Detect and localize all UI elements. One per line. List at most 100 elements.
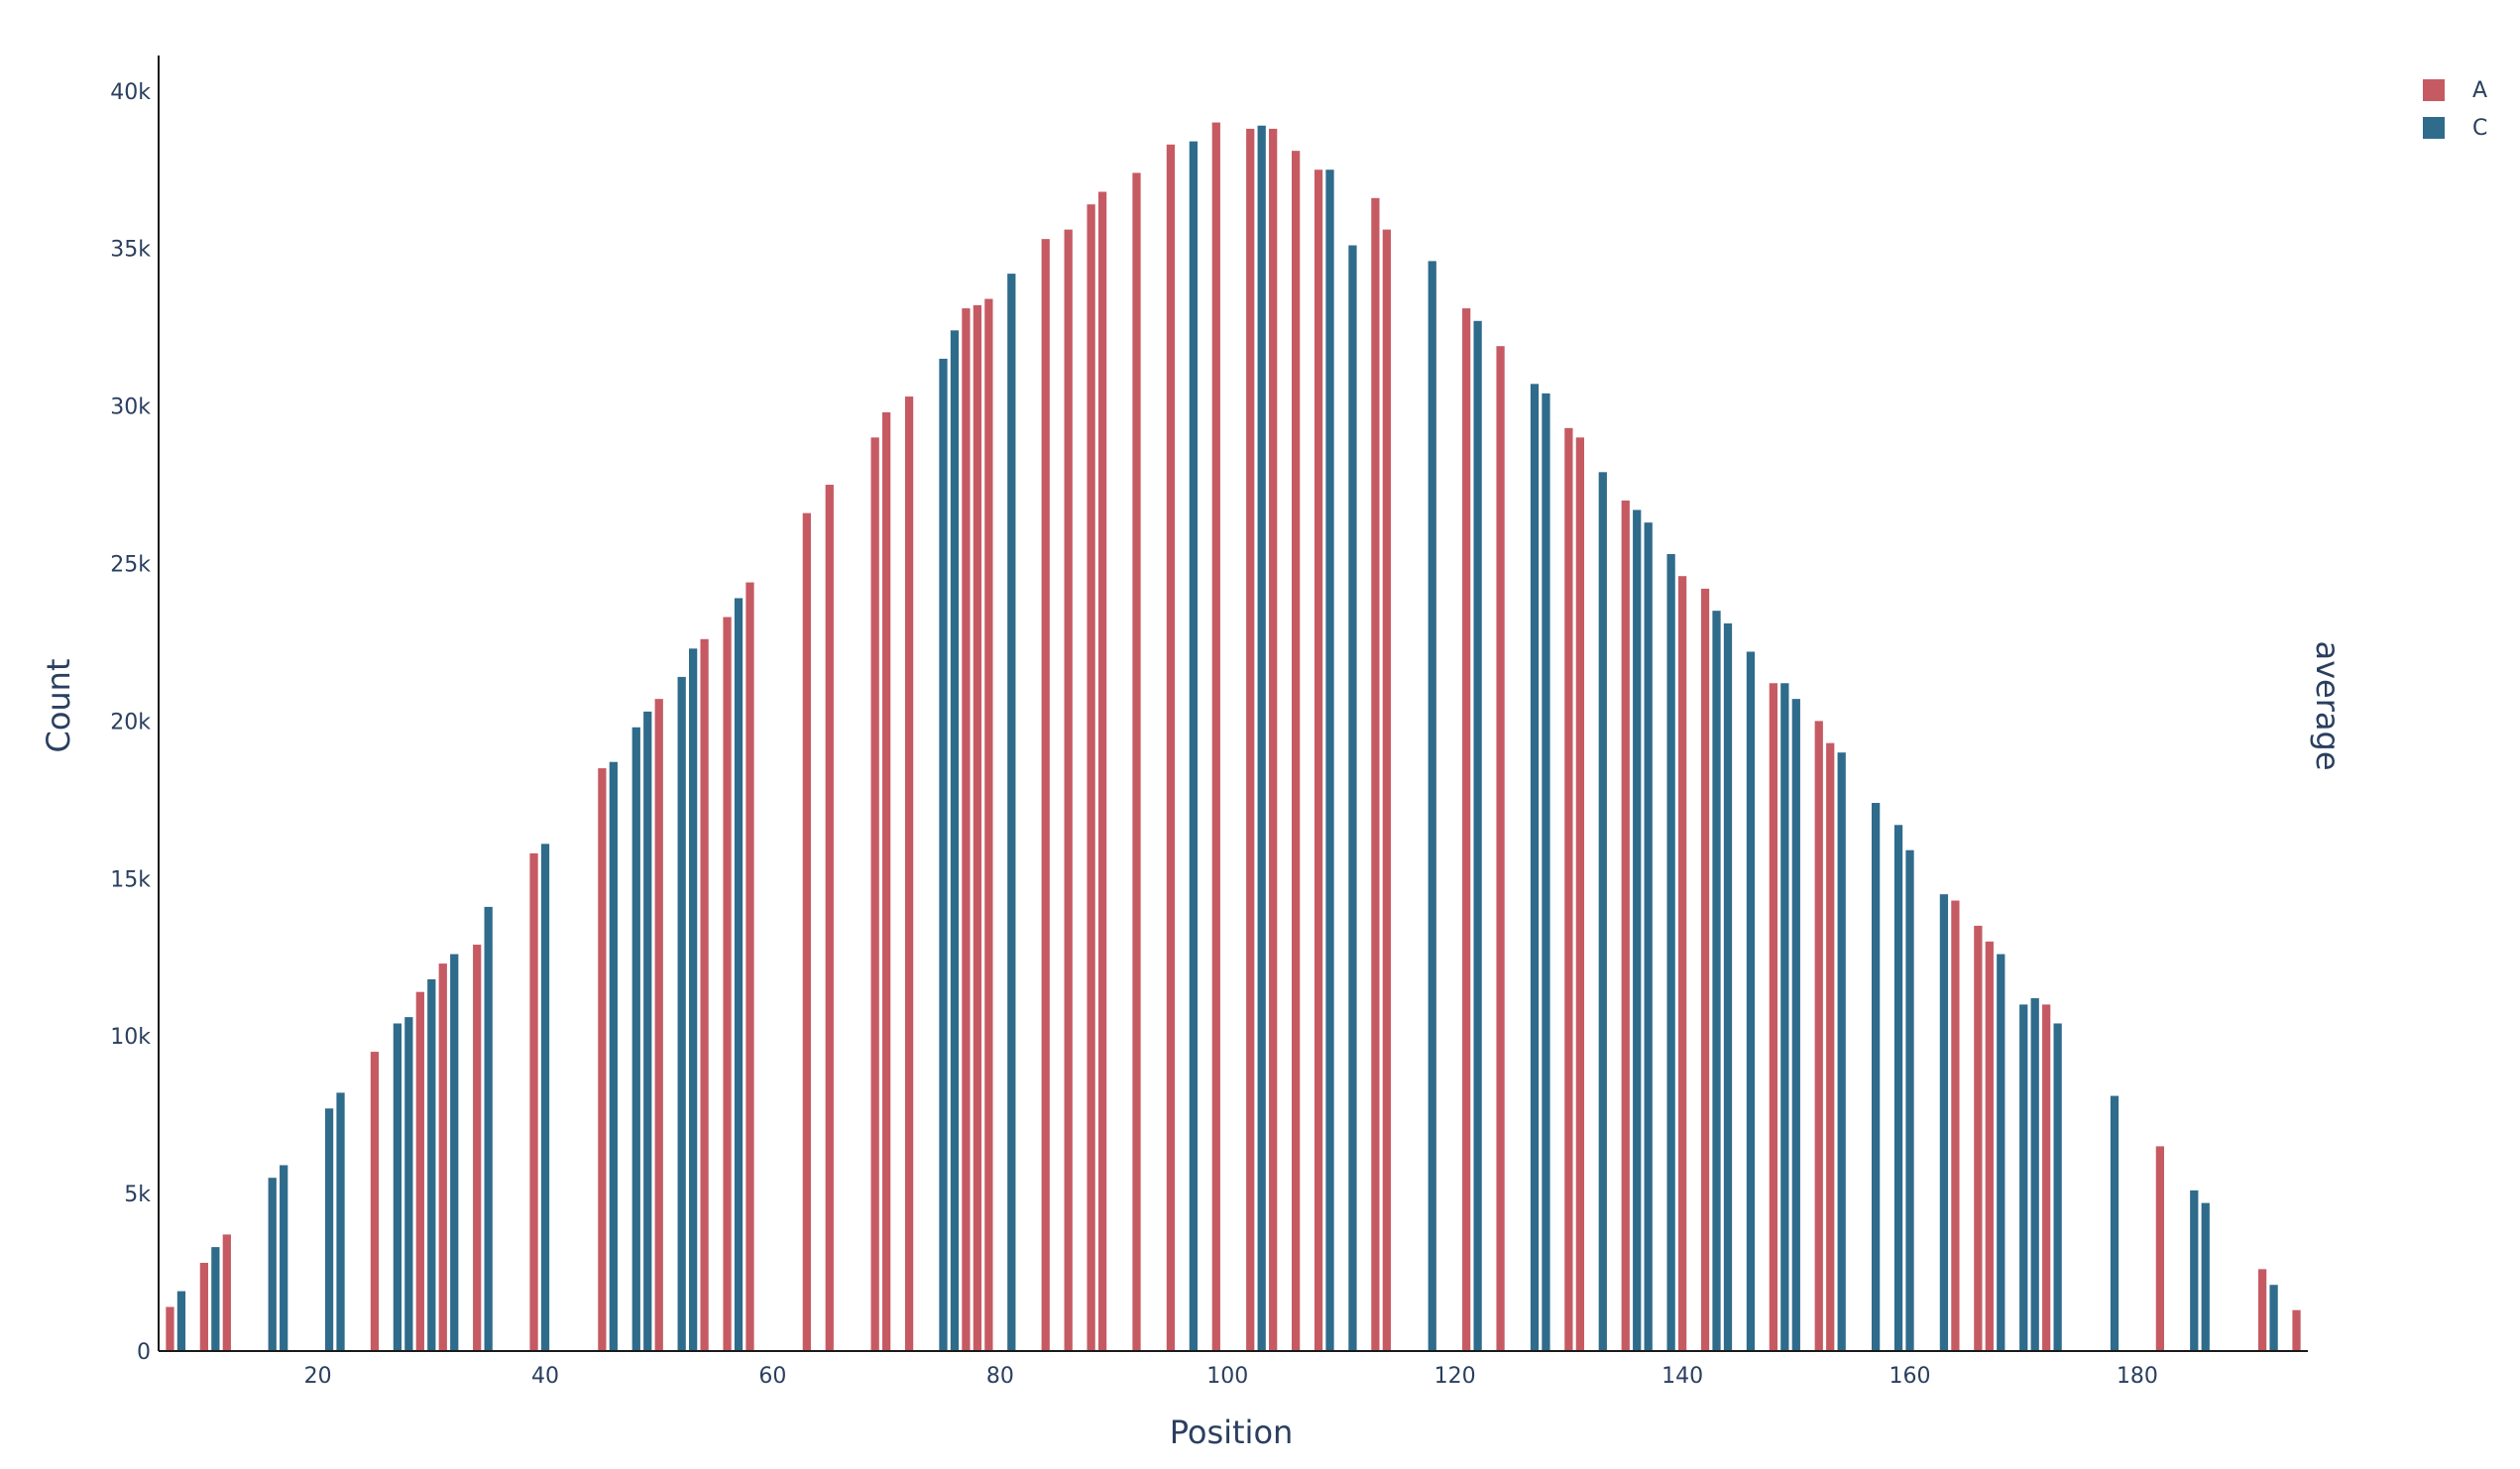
bars-layer [166,122,2301,1352]
bar-a [1064,229,1073,1352]
bar-c [1723,622,1733,1351]
bar-c [336,1092,345,1351]
y-tick-label: 15k [110,867,151,892]
bar-a [1496,346,1505,1351]
bar-c [268,1178,277,1351]
bar-c [1542,393,1550,1351]
x-axis-ticks: 20 40 60 80 100 120 140 160 180 [304,1364,2158,1389]
bar-a [473,945,482,1351]
bar-c [484,906,493,1351]
bar-c [1746,651,1756,1351]
bar-c [1780,683,1789,1351]
bar-c [1007,274,1016,1351]
bar-c [404,1017,413,1351]
x-tick-label: 100 [1206,1364,1248,1389]
x-axis-title: Position [1170,1413,1294,1451]
x-tick-label: 60 [758,1364,786,1389]
x-tick-label: 120 [1434,1364,1476,1389]
bar-c [280,1165,288,1351]
legend-label-a: A [2472,78,2487,103]
bar-a [2155,1146,2165,1351]
bar-c [1837,752,1846,1351]
bar-a [802,512,811,1351]
bar-a [2292,1309,2301,1351]
bar-c [1893,825,1903,1351]
bar-c [1473,320,1482,1351]
x-tick-label: 160 [1890,1364,1931,1389]
bar-a [166,1306,174,1351]
legend-label-c: C [2472,116,2487,141]
bar-a [438,963,447,1351]
bar-c [1997,954,2005,1351]
bar-a [745,582,754,1351]
bar-a [984,298,993,1351]
bar-c [2053,1023,2062,1351]
bar-a [882,411,891,1351]
bar-a [415,991,424,1351]
bar-c [2019,1004,2028,1351]
bar-c [2110,1095,2119,1351]
bar-a [1575,437,1584,1351]
y-tick-label: 30k [110,396,151,420]
bar-a [1564,427,1573,1352]
bar-a [1291,151,1301,1351]
bar-a [973,304,982,1351]
bar-a [654,699,663,1351]
bar-c [689,648,698,1351]
bar-c [677,676,686,1351]
bar-a [1087,204,1095,1352]
bar-c [1325,170,1334,1352]
bar-a [1985,941,1994,1351]
bar-a [199,1263,209,1351]
legend: AC [2423,78,2487,141]
bar-a [529,852,538,1351]
bar-c [1348,245,1357,1351]
bar-c [1939,894,1949,1351]
bar-a [1166,144,1176,1351]
y-axis-ticks: 0 5k 10k 15k 20k 25k 30k 35k 40k [110,80,151,1365]
bar-a [723,617,732,1351]
bar-c [1666,553,1675,1351]
bar-c [450,954,459,1351]
bar-a [1677,576,1687,1351]
bar-c [609,761,618,1351]
bar-a [1974,925,1983,1351]
bar-c [1189,141,1198,1351]
x-tick-label: 20 [304,1364,332,1389]
bar-a [1769,683,1777,1351]
bar-a [1382,229,1391,1352]
bar-c [1644,522,1653,1351]
legend-swatch-a [2423,79,2445,101]
bar-a [870,437,879,1351]
bar-a [700,638,709,1351]
y-tick-label: 35k [110,238,151,263]
bar-c [1598,472,1607,1351]
legend-swatch-c [2423,117,2445,139]
bar-c [393,1023,402,1351]
bar-a [2042,1004,2051,1351]
x-tick-label: 180 [2117,1364,2158,1389]
bar-c [324,1108,334,1351]
bar-a [1041,239,1050,1351]
y-axis-title: Count [40,658,77,752]
bar-c [939,358,948,1351]
bar-a [962,308,971,1351]
bar-c [1257,125,1266,1352]
bar-a [2257,1269,2267,1351]
bar-a [1097,191,1107,1352]
x-tick-label: 140 [1661,1364,1703,1389]
bar-c [1530,384,1540,1352]
y-tick-label: 5k [124,1183,151,1207]
bar-a [1269,128,1278,1351]
y-tick-label: 10k [110,1025,151,1050]
y-tick-label: 25k [110,552,151,577]
bar-a [1621,500,1630,1351]
bar-a [1314,170,1323,1352]
bar-a [1211,122,1220,1351]
bar-c [1905,849,1914,1351]
bar-a [1826,742,1835,1351]
bar-a [1814,721,1823,1351]
bar-c [950,330,960,1351]
bar-c [211,1247,220,1351]
